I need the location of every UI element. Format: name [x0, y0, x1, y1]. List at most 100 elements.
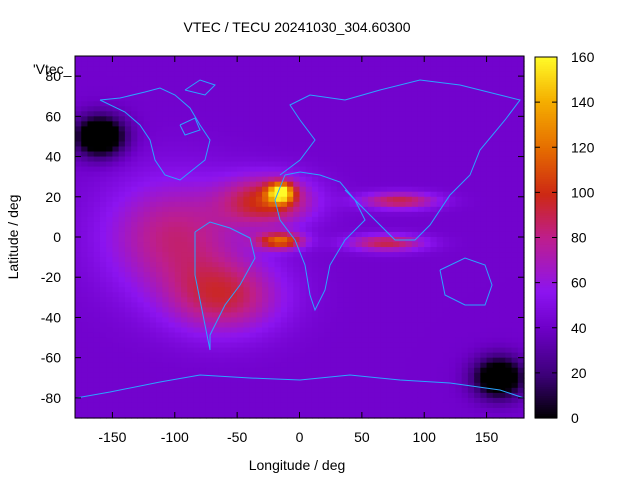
heatmap-cell [280, 141, 288, 148]
heatmap-cell [430, 56, 438, 62]
heatmap-cell [499, 327, 506, 334]
heatmap-cell [218, 141, 226, 148]
heatmap-cell [274, 392, 282, 399]
heatmap-cell [343, 257, 350, 263]
heatmap-cell [393, 96, 400, 102]
heatmap-cell [87, 61, 95, 67]
heatmap-cell [436, 151, 444, 158]
heatmap-cell [299, 342, 307, 349]
heatmap-cell [505, 81, 513, 87]
heatmap-cell [386, 171, 394, 178]
heatmap-cell [255, 96, 263, 102]
heatmap-cell [405, 196, 413, 203]
heatmap-cell [224, 292, 232, 298]
heatmap-cell [81, 56, 89, 62]
heatmap-cell [430, 136, 438, 143]
heatmap-cell [511, 146, 519, 153]
heatmap-cell [156, 186, 163, 193]
heatmap-cell [75, 226, 82, 233]
heatmap-cell [162, 397, 170, 404]
heatmap-cell [424, 166, 432, 173]
heatmap-cell [355, 91, 363, 97]
heatmap-cell [262, 211, 269, 218]
heatmap-cell [405, 392, 413, 399]
heatmap-cell [87, 116, 95, 122]
heatmap-cell [262, 101, 269, 107]
heatmap-cell [480, 131, 488, 138]
heatmap-cell [330, 146, 338, 153]
heatmap-cell [517, 66, 525, 72]
heatmap-cell [118, 181, 126, 188]
heatmap-cell [361, 111, 369, 117]
heatmap-cell [280, 352, 288, 359]
heatmap-cell [268, 201, 276, 208]
heatmap-cell [355, 231, 363, 238]
heatmap-cell [349, 216, 357, 223]
heatmap-cell [199, 136, 207, 143]
heatmap-cell [368, 327, 375, 334]
heatmap-cell [474, 211, 481, 218]
heatmap-cell [343, 267, 350, 273]
heatmap-cell [218, 252, 226, 258]
heatmap-cell [336, 211, 344, 218]
heatmap-cell [205, 327, 213, 334]
heatmap-cell [149, 342, 157, 349]
heatmap-cell [336, 221, 344, 228]
heatmap-cell [268, 322, 276, 329]
heatmap-cell [193, 347, 201, 354]
heatmap-cell [505, 171, 513, 178]
heatmap-cell [131, 252, 138, 258]
heatmap-cell [368, 206, 375, 213]
heatmap-cell [218, 81, 226, 87]
heatmap-cell [355, 191, 363, 198]
heatmap-cell [480, 126, 488, 133]
heatmap-cell [505, 116, 513, 122]
heatmap-cell [224, 337, 232, 344]
heatmap-cell [199, 367, 207, 374]
heatmap-cell [386, 272, 394, 278]
heatmap-cell [243, 96, 251, 102]
heatmap-cell [212, 287, 220, 293]
heatmap-cell [455, 382, 463, 389]
heatmap-cell [87, 337, 95, 344]
heatmap-cell [349, 206, 357, 213]
heatmap-cell [287, 257, 294, 263]
heatmap-cell [156, 377, 163, 384]
heatmap-cell [230, 357, 238, 364]
heatmap-cell [149, 171, 157, 178]
heatmap-cell [149, 101, 157, 107]
heatmap-cell [187, 372, 195, 379]
heatmap-cell [149, 61, 157, 67]
heatmap-cell [486, 211, 494, 218]
heatmap-cell [149, 231, 157, 238]
heatmap-cell [193, 267, 201, 273]
heatmap-cell [442, 327, 450, 334]
heatmap-cell [474, 382, 481, 389]
heatmap-cell [143, 382, 151, 389]
heatmap-cell [237, 111, 244, 117]
heatmap-cell [305, 156, 313, 163]
heatmap-cell [187, 387, 195, 394]
heatmap-cell [474, 357, 481, 364]
heatmap-cell [137, 292, 145, 298]
heatmap-cell [156, 387, 163, 394]
heatmap-cell [417, 176, 425, 183]
heatmap-cell [199, 297, 207, 303]
heatmap-cell [517, 146, 525, 153]
heatmap-cell [480, 257, 488, 263]
heatmap-cell [349, 337, 357, 344]
heatmap-cell [243, 327, 251, 334]
heatmap-cell [386, 247, 394, 253]
heatmap-cell [492, 377, 500, 384]
heatmap-cell [442, 382, 450, 389]
heatmap-cell [118, 377, 126, 384]
heatmap-cell [112, 151, 120, 158]
heatmap-cell [193, 191, 201, 198]
heatmap-cell [293, 372, 301, 379]
heatmap-cell [131, 206, 138, 213]
heatmap-cell [343, 106, 350, 112]
heatmap-cell [212, 226, 220, 233]
heatmap-cell [318, 357, 326, 364]
heatmap-cell [243, 282, 251, 288]
heatmap-cell [449, 111, 457, 117]
